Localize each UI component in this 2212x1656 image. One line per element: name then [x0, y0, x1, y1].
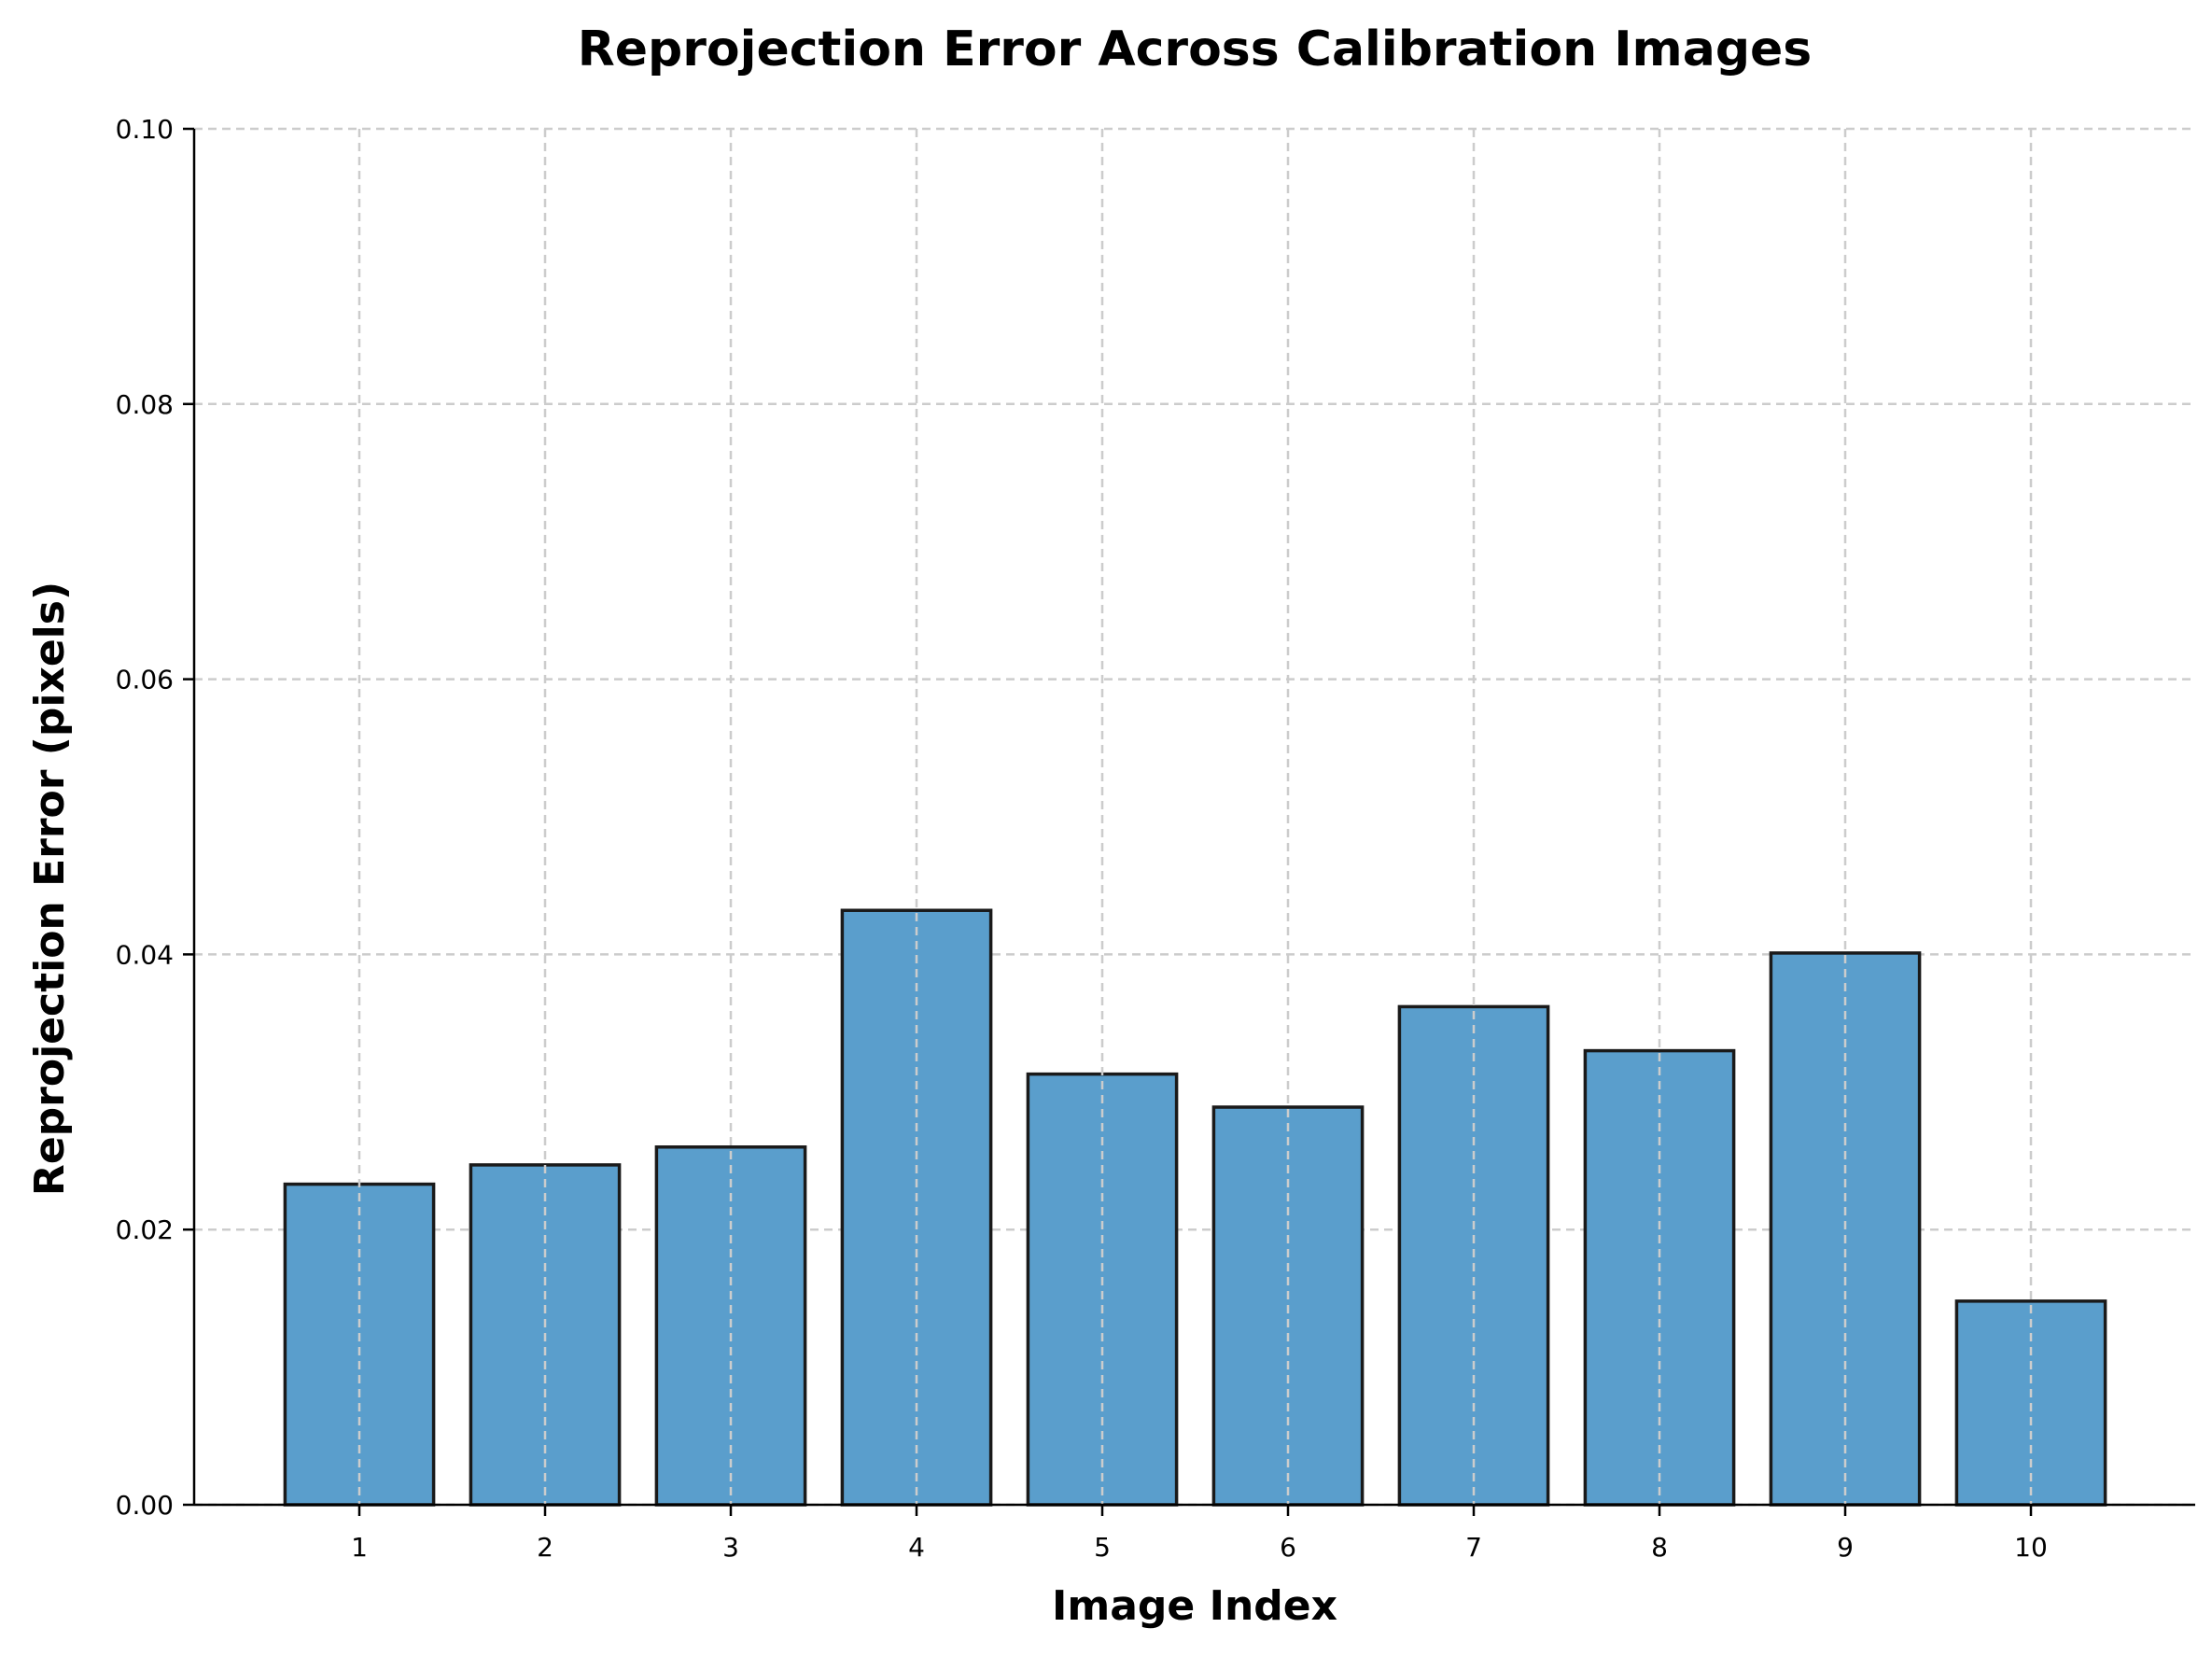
y-ticks: 0.00 0.02 0.04 0.06 0.08 0.10	[116, 114, 194, 1521]
x-tick-label-5: 5	[1094, 1532, 1111, 1563]
x-tick-label-9: 9	[1837, 1532, 1854, 1563]
y-tick-label-0.02: 0.02	[116, 1214, 174, 1245]
x-tick-label-6: 6	[1280, 1532, 1296, 1563]
y-tick-label-0.06: 0.06	[116, 665, 174, 695]
y-tick-label-0.10: 0.10	[116, 114, 174, 145]
x-axis-title: Image Index	[1052, 1582, 1337, 1630]
x-tick-label-7: 7	[1465, 1532, 1482, 1563]
y-tick-label-0.04: 0.04	[116, 939, 174, 970]
chart-title: Reprojection Error Across Calibration Im…	[578, 21, 1813, 77]
x-tick-label-1: 1	[351, 1532, 368, 1563]
x-tick-label-3: 3	[722, 1532, 739, 1563]
x-ticks: 1 2 3 4 5 6 7 8 9 10	[351, 1505, 2048, 1563]
x-tick-label-2: 2	[537, 1532, 553, 1563]
x-tick-label-8: 8	[1651, 1532, 1668, 1563]
x-tick-label-10: 10	[2014, 1532, 2048, 1563]
vertical-grid-lines	[357, 129, 2033, 1505]
bars	[283, 908, 2107, 1507]
y-axis-title: Reprojection Error (pixels)	[26, 582, 74, 1196]
y-tick-label-0.00: 0.00	[116, 1490, 174, 1521]
x-tick-label-4: 4	[908, 1532, 925, 1563]
bar-image-1	[283, 1182, 436, 1507]
axes	[192, 129, 2195, 1507]
y-tick-label-0.08: 0.08	[116, 389, 174, 420]
